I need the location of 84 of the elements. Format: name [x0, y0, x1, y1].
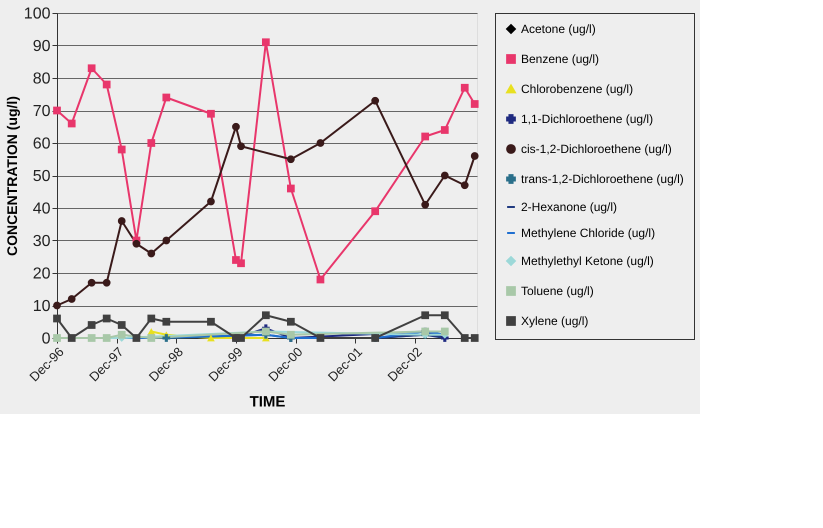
- legend-label: cis-1,2-Dichloroethene (ug/l): [521, 142, 672, 156]
- y-tick-label: 90: [32, 38, 51, 55]
- point: [460, 334, 469, 342]
- point: [421, 311, 430, 320]
- point: [53, 314, 61, 322]
- point: [207, 334, 215, 342]
- y-tick-label: 60: [32, 136, 51, 152]
- point: [207, 318, 215, 326]
- point: [460, 181, 469, 190]
- y-tick-label: 80: [32, 70, 51, 88]
- point: [421, 200, 430, 209]
- point: [262, 38, 270, 46]
- point: [371, 96, 380, 105]
- x-axis-title: TIME: [250, 393, 286, 410]
- point: [88, 321, 96, 329]
- point: [162, 236, 170, 244]
- point: [68, 295, 76, 303]
- point: [440, 172, 449, 180]
- point: [286, 155, 295, 164]
- point: [88, 64, 96, 72]
- point: [316, 276, 324, 284]
- y-tick-label: 70: [32, 103, 51, 120]
- point: [316, 139, 324, 147]
- legend-label: 1,1-Dichloroethene (ug/l): [521, 112, 654, 126]
- point: [132, 240, 140, 248]
- point: [232, 122, 240, 131]
- point: [102, 334, 111, 342]
- legend-label: Methylene Chloride (ug/l): [521, 226, 656, 240]
- point: [53, 106, 61, 114]
- point: [460, 84, 469, 92]
- point: [237, 259, 245, 268]
- point: [147, 250, 156, 258]
- y-axis-title: CONCENTRATION (ug/l): [4, 96, 20, 256]
- point: [162, 334, 170, 342]
- legend-label: 2-Hexanone (ug/l): [521, 200, 618, 214]
- legend-label: Chlorobenzene (ug/l): [521, 82, 634, 96]
- point: [371, 207, 380, 216]
- legend-label: Methylethyl Ketone (ug/l): [521, 254, 654, 268]
- y-tick-label: 100: [24, 6, 51, 22]
- point: [88, 334, 96, 342]
- point: [68, 334, 76, 342]
- point: [118, 146, 126, 154]
- point: [440, 126, 449, 134]
- point: [207, 198, 215, 206]
- point: [440, 328, 449, 336]
- point: [162, 94, 170, 102]
- point: [68, 120, 76, 128]
- point: [147, 139, 156, 147]
- point: [470, 100, 479, 108]
- point: [118, 330, 126, 339]
- legend-label: Benzene (ug/l): [521, 52, 600, 66]
- point: [147, 314, 156, 322]
- point: [316, 334, 324, 342]
- point: [132, 334, 140, 342]
- y-tick-label: 20: [32, 266, 51, 282]
- point: [102, 278, 111, 287]
- point: [440, 311, 449, 320]
- y-tick-label: 10: [32, 298, 51, 315]
- point: [102, 80, 111, 88]
- point: [118, 217, 126, 225]
- point: [470, 152, 479, 160]
- y-tick-label: 40: [32, 200, 51, 218]
- point: [118, 321, 126, 329]
- point: [53, 302, 61, 310]
- point: [147, 334, 156, 342]
- legend-label: Acetone (ug/l): [521, 22, 596, 36]
- y-tick-label: 0: [42, 330, 51, 348]
- point: [88, 278, 96, 287]
- point: [286, 184, 295, 192]
- legend-label: Xylene (ug/l): [521, 314, 588, 328]
- point: [421, 132, 430, 140]
- point: [286, 330, 295, 339]
- point: [237, 334, 245, 342]
- point: [102, 314, 111, 322]
- legend-label: trans-1,2-Dichloroethene (ug/l): [521, 172, 684, 186]
- point: [262, 311, 270, 320]
- y-tick-label: 30: [32, 233, 51, 250]
- point: [286, 318, 295, 326]
- point: [207, 110, 215, 118]
- legend-label: Toluene (ug/l): [521, 284, 594, 298]
- y-tick-label: 50: [32, 168, 51, 185]
- point: [237, 142, 245, 150]
- point: [162, 318, 170, 326]
- point: [470, 334, 479, 342]
